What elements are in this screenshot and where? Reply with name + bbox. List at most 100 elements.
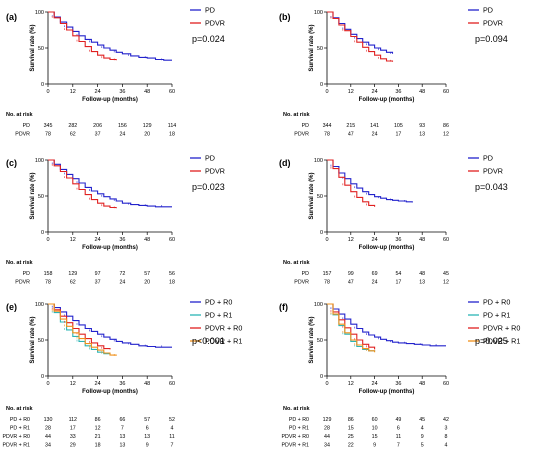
x-tick-label: 0	[325, 237, 328, 243]
risk-cell: 282	[68, 123, 77, 129]
risk-cell: 37	[95, 280, 101, 286]
risk-cell: 49	[395, 417, 401, 423]
y-tick-label: 50	[317, 46, 323, 52]
risk-row-label: PD + R1	[10, 426, 30, 432]
risk-cell: 10	[372, 426, 378, 432]
risk-row-label: PD	[23, 123, 31, 129]
x-tick-label: 60	[169, 89, 175, 95]
y-tick-label: 50	[38, 338, 44, 344]
risk-cell: 157	[323, 271, 332, 277]
risk-row-label: PDVR	[15, 132, 30, 138]
y-tick-label: 100	[314, 302, 323, 308]
risk-cell: 12	[95, 426, 101, 432]
panel-label: (c)	[6, 158, 17, 168]
x-tick-label: 36	[119, 381, 125, 387]
legend-label: PD + R1	[483, 311, 510, 320]
risk-cell: 15	[372, 434, 378, 440]
panel-label: (b)	[279, 12, 291, 22]
legend-label: PDVR	[205, 19, 225, 28]
y-tick-label: 100	[314, 10, 323, 16]
y-tick-label: 50	[38, 194, 44, 200]
risk-row-label: PD	[23, 271, 31, 277]
risk-cell: 6	[146, 426, 149, 432]
legend-label: PD + R1	[205, 311, 232, 320]
panel-label: (a)	[6, 12, 17, 22]
risk-cell: 78	[324, 280, 330, 286]
risk-cell: 206	[93, 123, 102, 129]
risk-cell: 60	[372, 417, 378, 423]
risk-cell: 47	[348, 280, 354, 286]
series-line	[48, 159, 172, 208]
x-axis-label: Follow-up (months)	[82, 97, 138, 103]
risk-row-label: PD + R0	[10, 417, 30, 423]
risk-cell: 20	[144, 132, 150, 138]
risk-cell: 20	[144, 280, 150, 286]
series-line	[327, 303, 446, 347]
risk-row-label: PDVR	[15, 280, 30, 286]
x-tick-label: 12	[70, 237, 76, 243]
x-tick-label: 24	[372, 381, 378, 387]
chart-panel: (a) 0 50 100 0 12 24 36 48 60 Follow-up (months) Su…	[6, 6, 225, 138]
series-line	[48, 11, 117, 61]
legend-label: PD	[483, 154, 493, 163]
p-value: p=0.043	[475, 182, 508, 192]
risk-cell: 44	[45, 434, 51, 440]
y-tick-label: 100	[35, 302, 44, 308]
risk-cell: 13	[119, 443, 125, 449]
y-axis-label: Survival rate (%)	[30, 172, 36, 219]
y-tick-label: 50	[317, 194, 323, 200]
risk-cell: 37	[95, 132, 101, 138]
risk-row-label: PD + R1	[289, 426, 309, 432]
risk-cell: 12	[443, 132, 449, 138]
legend-label: PDVR	[483, 19, 503, 28]
x-tick-label: 36	[395, 89, 401, 95]
risk-cell: 17	[70, 426, 76, 432]
y-tick-label: 0	[41, 230, 44, 236]
x-tick-label: 0	[46, 89, 49, 95]
risk-cell: 4	[421, 426, 424, 432]
chart-panel: (e) 0 50 100 0 12 24 36 48 60 Follow-up (months) Su…	[2, 298, 242, 449]
risk-cell: 45	[443, 271, 449, 277]
risk-cell: 158	[44, 271, 53, 277]
risk-cell: 3	[445, 426, 448, 432]
risk-cell: 62	[70, 280, 76, 286]
y-axis-label: Survival rate (%)	[309, 24, 315, 71]
risk-cell: 52	[169, 417, 175, 423]
x-tick-label: 24	[95, 381, 101, 387]
risk-cell: 97	[95, 271, 101, 277]
legend-label: PDVR + R1	[205, 337, 242, 346]
panel-label: (e)	[6, 302, 17, 312]
series-line	[327, 303, 376, 353]
risk-cell: 42	[443, 417, 449, 423]
risk-cell: 141	[370, 123, 379, 129]
risk-cell: 29	[70, 443, 76, 449]
x-axis-label: Follow-up (months)	[359, 389, 415, 395]
risk-cell: 12	[443, 280, 449, 286]
risk-cell: 13	[119, 434, 125, 440]
x-tick-label: 60	[169, 237, 175, 243]
risk-cell: 18	[95, 443, 101, 449]
risk-cell: 66	[119, 417, 125, 423]
x-tick-label: 48	[144, 89, 150, 95]
y-axis-label: Survival rate (%)	[30, 24, 36, 71]
risk-cell: 69	[372, 271, 378, 277]
risk-cell: 24	[372, 132, 378, 138]
risk-cell: 7	[121, 426, 124, 432]
x-tick-label: 12	[70, 89, 76, 95]
risk-cell: 13	[419, 280, 425, 286]
risk-cell: 48	[419, 271, 425, 277]
y-axis-label: Survival rate (%)	[309, 172, 315, 219]
risk-cell: 78	[45, 132, 51, 138]
risk-cell: 9	[421, 434, 424, 440]
x-tick-label: 60	[443, 89, 449, 95]
risk-cell: 72	[119, 271, 125, 277]
series-line	[327, 303, 376, 350]
p-value: p=0.023	[192, 182, 225, 192]
risk-cell: 24	[119, 132, 125, 138]
chart-panel: (d) 0 50 100 0 12 24 36 48 60 Follow-up (months) Su…	[279, 154, 508, 286]
x-tick-label: 60	[443, 381, 449, 387]
y-tick-label: 0	[41, 82, 44, 88]
y-tick-label: 0	[41, 374, 44, 380]
